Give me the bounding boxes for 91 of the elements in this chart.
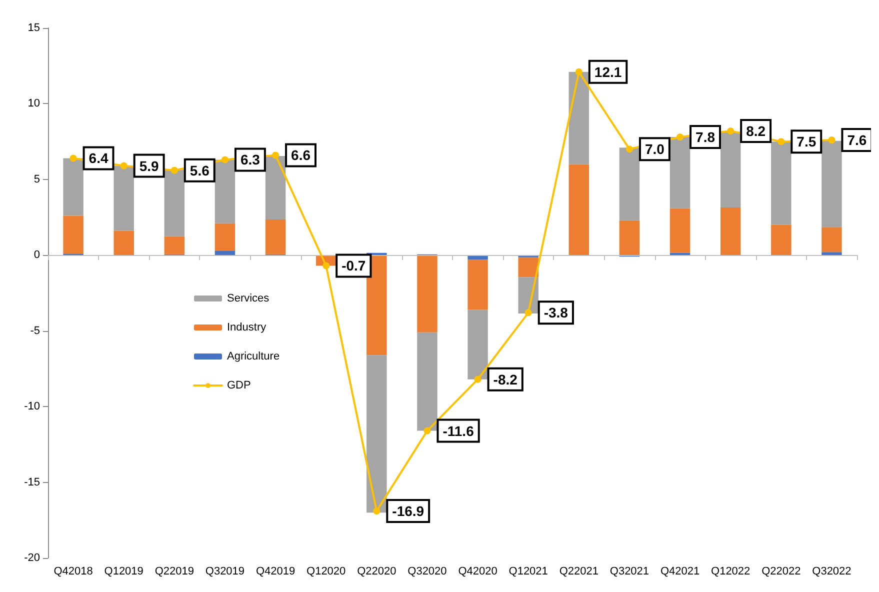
bar	[720, 207, 741, 256]
y-tick-label: 15	[28, 22, 40, 34]
bar	[670, 137, 690, 208]
point	[778, 138, 785, 146]
bar	[214, 160, 236, 224]
point	[626, 146, 633, 153]
x-tick-label: Q42019	[256, 566, 296, 578]
x-tick-label: Q32021	[610, 566, 650, 578]
y-tick-label: -10	[24, 400, 40, 413]
point	[272, 152, 280, 159]
x-tick-label: Q32020	[408, 566, 447, 578]
point	[727, 127, 734, 134]
x-tick-label: Q22021	[559, 566, 598, 578]
bar	[417, 255, 438, 332]
bar	[822, 227, 842, 252]
y-tick-label: 10	[28, 98, 40, 110]
data-label: -3.8	[544, 304, 568, 321]
point	[120, 162, 128, 170]
point	[70, 154, 77, 162]
bar	[468, 310, 488, 380]
bar	[164, 170, 185, 236]
point	[575, 68, 582, 76]
bar	[265, 156, 286, 220]
bar	[568, 164, 590, 256]
bar	[670, 208, 690, 253]
bar	[771, 142, 792, 225]
y-tick-label: -20	[24, 552, 40, 564]
bar	[468, 260, 488, 310]
bar	[619, 148, 640, 220]
point	[221, 156, 228, 164]
y-tick-label: -5	[30, 324, 40, 337]
x-tick-label: Q22019	[154, 566, 194, 578]
x-tick-label: Q22022	[762, 566, 801, 578]
point	[373, 508, 380, 515]
data-label: 6.4	[88, 150, 108, 166]
bar	[164, 236, 185, 254]
point	[474, 376, 482, 383]
bar	[366, 255, 387, 356]
data-label: -11.6	[442, 422, 474, 439]
data-label: -0.7	[342, 258, 366, 274]
bar	[214, 223, 236, 251]
data-label: 7.0	[644, 141, 665, 158]
x-tick-label: Q42020	[458, 566, 498, 578]
bar	[771, 224, 792, 256]
bar	[114, 230, 134, 256]
bar	[619, 220, 640, 256]
data-label: 6.6	[291, 147, 311, 164]
point	[676, 134, 684, 141]
x-tick-label: Q22020	[357, 566, 396, 578]
point	[322, 262, 330, 270]
bar	[63, 158, 84, 216]
bar	[63, 216, 84, 254]
data-label: 5.6	[190, 162, 210, 178]
bar	[417, 332, 438, 431]
y-tick-label: 5	[34, 173, 40, 186]
bar	[265, 220, 286, 254]
point	[424, 427, 431, 434]
x-tick-label: Q12020	[306, 566, 346, 578]
data-label: -16.9	[392, 503, 424, 520]
data-label: -8.2	[493, 371, 518, 388]
legend-label: Agriculture	[227, 350, 280, 362]
x-tick-label: Q32022	[812, 566, 852, 578]
bar	[366, 355, 387, 513]
data-label: 6.3	[240, 152, 260, 168]
point	[524, 309, 532, 316]
bar	[214, 250, 236, 256]
x-tick-label: Q12022	[711, 566, 750, 578]
point	[828, 136, 836, 144]
x-tick-label: Q12019	[104, 566, 144, 578]
legend-label: Industry	[227, 322, 267, 334]
data-label: 7.6	[847, 132, 867, 148]
x-tick-label: Q42021	[660, 566, 700, 578]
bar	[822, 252, 842, 256]
bar	[720, 132, 741, 208]
point	[170, 166, 178, 174]
data-label: 12.1	[594, 64, 622, 80]
bar	[518, 257, 538, 278]
data-label: 7.5	[796, 134, 816, 150]
bar	[822, 140, 842, 228]
bar	[568, 72, 590, 164]
data-label: 5.9	[139, 158, 160, 174]
x-tick-label: Q12021	[508, 566, 548, 578]
y-tick-label: 0	[34, 249, 40, 262]
data-label: 7.8	[696, 129, 716, 146]
legend-label: Services	[227, 292, 270, 304]
x-tick-label: Q32019	[205, 566, 245, 578]
y-tick-label: -15	[24, 476, 40, 488]
x-tick-label: Q42018	[54, 566, 93, 578]
legend-label: GDP	[227, 380, 251, 392]
bar	[114, 166, 134, 231]
data-label: 8.2	[746, 122, 766, 139]
